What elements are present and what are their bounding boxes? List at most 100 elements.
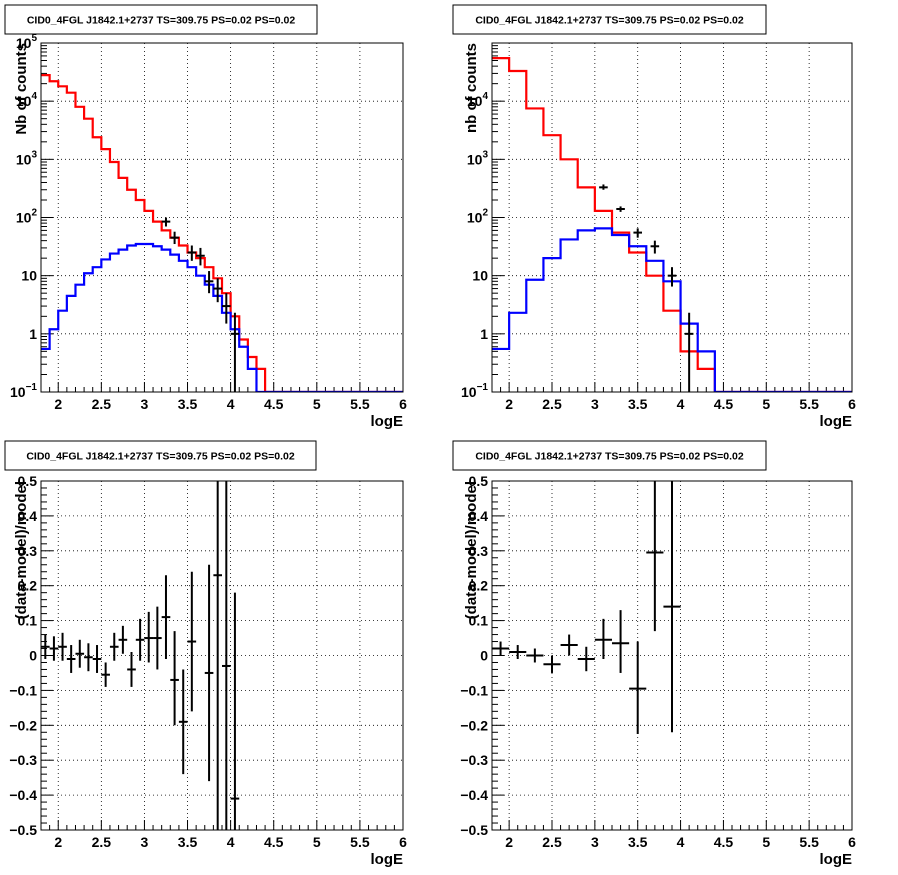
y-tick-label: 1 [480,326,488,342]
series-1-histogram [41,74,403,392]
chart-title: CID0_4FGL J1842.1+2737 TS=309.75 PS=0.02… [475,451,743,463]
data-point [667,267,677,287]
y-axis-label: (data-model)/model [463,481,480,619]
data-point [58,632,67,661]
y-tick-label: 0 [480,648,488,664]
data-point [213,481,222,830]
y-tick-label: 0.1 [18,613,38,629]
data-point [633,228,642,238]
y-tick-label: 103 [467,149,489,167]
y-tick-label: −0.1 [460,682,488,698]
y-tick-label: 0.5 [469,473,489,489]
y-tick-label: 0.2 [18,578,38,594]
data-points [599,184,694,392]
y-tick-label: 10 [21,268,37,284]
x-tick-label: 3.5 [178,834,198,850]
y-axis-label: nb of counts [463,43,480,133]
x-tick-label: 4.5 [714,396,734,412]
x-tick-label: 6 [399,396,407,412]
data-points [161,217,240,392]
data-point [118,625,128,654]
data-point [144,611,154,663]
data-point [161,575,171,659]
y-tick-label: 102 [16,208,38,226]
data-point [92,645,102,673]
data-point [560,634,578,656]
chart-panel-1: 2 2.5 3 3.5 4 4.5 5 5.5 6 10−1 1 10 102 103 104 105 logE… [4,4,407,430]
x-axis-label: logE [371,413,404,430]
y-tick-label: 102 [467,208,489,226]
x-tick-label: 5.5 [799,834,819,850]
grid [492,43,852,392]
y-axis-label: (data-model)/model [13,481,30,619]
data-point [663,481,681,733]
data-point [594,618,612,659]
x-tick-label: 5.5 [350,834,370,850]
x-tick-label: 6 [848,834,856,850]
y-tick-label: −0.4 [9,787,37,803]
x-tick-label: 3 [591,396,599,412]
x-tick-label: 6 [848,396,856,412]
y-tick-label: 0.1 [469,613,489,629]
y-tick-label: 10 [472,268,488,284]
y-tick-label: 1 [29,326,37,342]
title-box [4,4,318,35]
x-tick-label: 2 [505,396,513,412]
data-point [109,632,119,661]
data-point [49,636,59,661]
x-tick-label: 4 [677,834,685,850]
y-tick-label: 0.4 [469,508,489,524]
title-box [452,4,767,35]
ticks [40,480,404,831]
x-tick-label: 3.5 [628,396,648,412]
data-point [650,240,660,254]
x-tick-label: 4 [677,396,685,412]
y-tick-label: 0.2 [469,578,489,594]
y-tick-label: 0.4 [18,508,38,524]
data-point [178,669,188,775]
y-tick-label: 10−1 [461,382,488,400]
x-tick-label: 5.5 [799,396,819,412]
x-tick-label: 4.5 [264,396,284,412]
y-tick-label: 104 [467,91,489,109]
y-tick-label: 0 [29,648,37,664]
chart-title: CID0_4FGL J1842.1+2737 TS=309.75 PS=0.02… [26,451,294,463]
y-tick-label: −0.3 [9,752,37,768]
y-axis-label: Nb of counts [13,43,30,135]
y-tick-label: −0.5 [460,822,488,838]
data-points [41,481,240,830]
x-tick-label: 3 [591,834,599,850]
data-point [509,645,527,659]
y-tick-label: 0.5 [18,473,38,489]
x-axis-label: logE [820,851,853,868]
chart-title: CID0_4FGL J1842.1+2737 TS=309.75 PS=0.02… [475,15,743,27]
y-tick-label: −0.1 [9,682,37,698]
data-point [170,231,179,245]
data-point [84,643,93,672]
data-point [187,245,197,261]
x-tick-label: 2 [54,396,62,412]
x-tick-label: 5 [762,396,770,412]
data-point [222,293,231,324]
data-point [230,312,240,392]
chart-panel-2: 2 2.5 3 3.5 4 4.5 5 5.5 6 10−1 1 10 102 103 104 logE nb … [452,4,856,430]
x-tick-label: 5 [313,396,321,412]
data-points [492,481,681,735]
data-point [75,639,85,668]
y-tick-label: −0.5 [9,822,37,838]
y-tick-label: −0.2 [460,717,488,733]
x-tick-label: 5 [313,834,321,850]
data-point [230,592,240,830]
data-point [684,312,694,392]
data-point [196,247,205,266]
series-1-histogram [492,57,852,392]
title-box [4,440,317,471]
data-point [204,564,214,782]
x-tick-label: 2.5 [92,396,112,412]
x-tick-label: 4 [227,396,235,412]
data-point [629,641,647,735]
x-tick-label: 3 [141,396,149,412]
plot-frame [40,42,404,393]
data-point [213,278,222,303]
